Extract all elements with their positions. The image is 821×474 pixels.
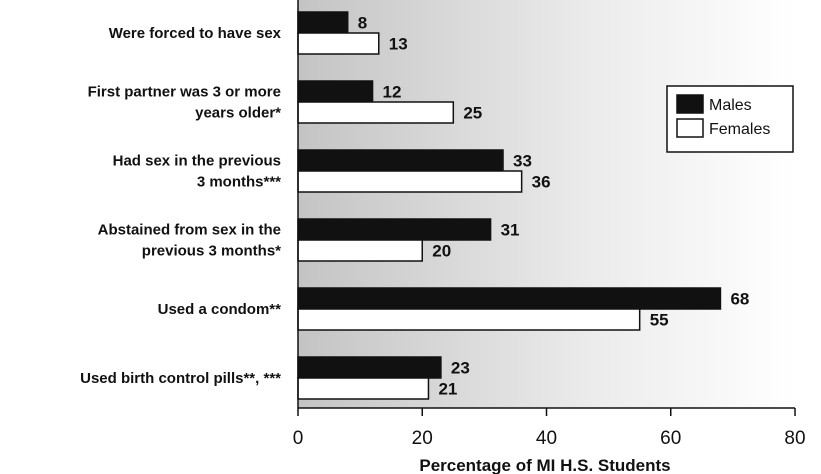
value-label-females-3: 20: [432, 242, 451, 261]
bar-males-1: [297, 80, 374, 103]
category-label-4: Used a condom**: [158, 301, 282, 318]
legend: Males Females: [666, 85, 794, 153]
legend-swatch-males: [676, 94, 704, 114]
legend-label-males: Males: [709, 97, 752, 114]
value-label-males-3: 31: [501, 221, 520, 240]
category-label-1: First partner was 3 or more years older*: [88, 84, 282, 122]
plot-background: [298, 0, 795, 408]
value-label-females-0: 13: [389, 35, 408, 54]
value-label-females-5: 21: [438, 380, 457, 399]
legend-box: [666, 85, 794, 153]
bar-males-0: [297, 11, 349, 34]
value-label-females-2: 36: [532, 173, 551, 192]
value-label-males-5: 23: [451, 359, 470, 378]
bar-males-4: [297, 287, 722, 310]
bar-males-2: [297, 149, 504, 172]
x-tick-label-20: 20: [412, 428, 433, 449]
value-label-females-4: 55: [650, 311, 669, 330]
category-label-5: Used birth control pills**, ***: [80, 370, 281, 387]
x-axis-label: Percentage of MI H.S. Students: [419, 456, 670, 474]
bar-males-5: [297, 356, 442, 379]
value-label-males-0: 8: [358, 14, 367, 33]
legend-swatch-females: [676, 118, 704, 138]
bar-males-3: [297, 218, 492, 241]
legend-label-females: Females: [709, 121, 770, 138]
x-tick-label-0: 0: [293, 428, 304, 449]
value-label-males-4: 68: [730, 290, 749, 309]
category-label-3: Abstained from sex in the previous 3 mont…: [98, 222, 282, 260]
bar-females-0: [297, 32, 380, 55]
bar-females-5: [297, 377, 430, 400]
x-tick-label-40: 40: [536, 428, 557, 449]
x-tick-label-80: 80: [784, 428, 805, 449]
category-label-0: Were forced to have sex: [109, 25, 282, 42]
bar-females-3: [297, 239, 423, 262]
bar-females-4: [297, 308, 641, 331]
x-tick-label-60: 60: [660, 428, 681, 449]
bar-females-1: [297, 101, 455, 124]
bar-females-2: [297, 170, 523, 193]
value-label-males-2: 33: [513, 152, 532, 171]
category-label-2: Had sex in the previous 3 months***: [113, 153, 282, 191]
value-label-males-1: 12: [383, 83, 402, 102]
value-label-females-1: 25: [463, 104, 482, 123]
